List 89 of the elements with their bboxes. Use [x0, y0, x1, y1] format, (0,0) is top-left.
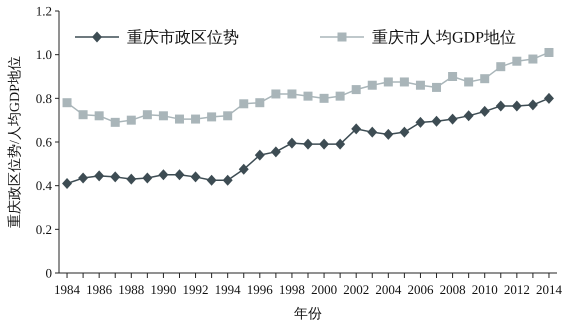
point [528, 99, 538, 110]
x-tick-label: 1986 [86, 282, 113, 297]
point [238, 164, 249, 175]
point [448, 72, 458, 81]
point [368, 80, 377, 90]
point [303, 138, 313, 150]
y-tick-label: 0.8 [36, 90, 52, 106]
point [62, 178, 72, 189]
y-tick-label: 1.2 [36, 4, 52, 18]
point [335, 138, 346, 150]
point [126, 174, 136, 185]
x-tick-label: 1984 [54, 282, 81, 297]
point [432, 116, 442, 127]
point [270, 146, 281, 158]
x-tick-label: 1990 [150, 282, 176, 297]
point [62, 98, 72, 108]
point [496, 100, 506, 112]
point [158, 169, 168, 180]
x-tick-label: 2004 [375, 282, 402, 297]
y-tick-label: 0.6 [36, 134, 52, 150]
point [110, 171, 120, 182]
point [190, 171, 201, 182]
point [286, 138, 297, 149]
point [271, 89, 280, 98]
x-tick-label: 2010 [472, 282, 498, 297]
point [304, 92, 312, 101]
point [142, 172, 152, 184]
point [126, 116, 136, 125]
point [512, 56, 522, 66]
point [367, 126, 378, 138]
x-tick-label: 1998 [278, 282, 305, 297]
x-tick-label: 2000 [311, 282, 338, 297]
point [464, 77, 474, 86]
point [222, 174, 233, 186]
point [496, 62, 506, 72]
point [384, 77, 393, 86]
point [352, 85, 361, 94]
x-tick-label: 2002 [343, 282, 370, 297]
legend-label: 重庆市政区位势 [127, 28, 239, 46]
point [94, 170, 104, 182]
point [287, 89, 296, 98]
point [239, 99, 248, 108]
point [480, 74, 490, 84]
point [78, 172, 88, 184]
point [351, 123, 362, 134]
point [432, 82, 442, 92]
x-tick-label: 1996 [246, 282, 274, 297]
x-tick-label: 2006 [407, 282, 434, 297]
point [254, 150, 265, 161]
point [416, 80, 425, 90]
y-tick-label: 1.0 [36, 47, 52, 62]
point [399, 126, 410, 138]
x-tick-label: 1994 [214, 282, 242, 297]
legend-label: 重庆市人均GDP地位 [372, 28, 516, 46]
point [415, 116, 426, 128]
y-tick-label: 0.4 [36, 178, 52, 194]
point [448, 114, 458, 125]
point [544, 48, 554, 57]
x-axis-title: 年份 [294, 306, 322, 322]
point [528, 54, 538, 64]
point [544, 92, 554, 104]
point [191, 114, 200, 124]
x-tick-label: 1988 [118, 282, 144, 297]
point [383, 128, 394, 140]
point [255, 98, 264, 108]
point [223, 111, 232, 120]
point [78, 110, 88, 120]
point [512, 100, 522, 112]
x-tick-label: 2012 [504, 282, 530, 297]
point [94, 111, 104, 120]
y-tick-label: 0 [46, 266, 52, 280]
x-tick-label: 2014 [536, 282, 562, 297]
point [480, 106, 490, 117]
point [142, 110, 152, 120]
x-tick-label: 1992 [182, 282, 209, 297]
point [174, 114, 184, 124]
x-tick-label: 2008 [440, 282, 466, 297]
point [207, 112, 216, 122]
point [158, 111, 168, 120]
y-tick-label: 0.2 [36, 222, 52, 237]
point [110, 118, 120, 127]
point [206, 174, 217, 186]
point [464, 110, 474, 122]
point [319, 138, 330, 150]
point [336, 92, 345, 101]
y-axis-title: 重庆政区位势/人均GDP地位 [7, 56, 23, 228]
point [320, 94, 329, 103]
point [400, 77, 409, 86]
point [174, 169, 184, 180]
